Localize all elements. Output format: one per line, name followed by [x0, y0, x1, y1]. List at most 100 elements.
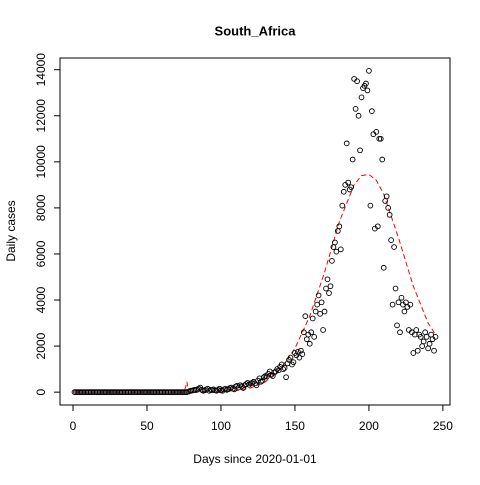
point	[363, 80, 369, 87]
point	[298, 347, 304, 354]
point	[343, 140, 350, 147]
point	[369, 108, 375, 115]
point	[413, 327, 420, 333]
point	[388, 237, 394, 243]
y-tick-label: 0	[34, 388, 48, 395]
point	[321, 308, 328, 315]
point	[336, 223, 343, 230]
point	[259, 377, 266, 384]
point	[423, 334, 430, 340]
point	[287, 354, 294, 361]
point	[366, 68, 372, 74]
point	[318, 299, 325, 306]
point	[314, 301, 320, 308]
point	[401, 308, 408, 315]
point	[327, 283, 334, 290]
point	[309, 315, 316, 322]
y-tick-label: 8000	[34, 194, 48, 221]
fit-line	[74, 173, 436, 393]
point	[392, 285, 399, 292]
point	[324, 276, 331, 283]
point	[417, 334, 424, 340]
point	[280, 366, 286, 372]
point	[348, 184, 355, 191]
point	[303, 336, 310, 343]
point	[332, 239, 338, 246]
point	[306, 340, 313, 347]
point	[382, 198, 389, 204]
point	[407, 301, 414, 308]
point	[249, 380, 255, 386]
point	[339, 202, 346, 209]
point	[308, 329, 315, 336]
point	[323, 285, 329, 292]
point	[358, 94, 365, 101]
y-tick-label: 12000	[34, 99, 48, 133]
point	[397, 329, 403, 336]
point	[422, 329, 428, 336]
point	[349, 156, 356, 163]
point	[386, 211, 393, 218]
point	[240, 385, 247, 391]
point	[352, 106, 359, 112]
point	[374, 223, 381, 230]
y-tick-label: 4000	[34, 286, 48, 313]
point	[302, 313, 309, 319]
point	[364, 87, 371, 94]
point	[238, 383, 245, 390]
y-tick-label: 10000	[34, 145, 48, 179]
point	[311, 334, 318, 340]
point	[246, 381, 252, 388]
chart-title: South_Africa	[215, 23, 297, 38]
point	[320, 327, 326, 333]
x-tick-label: 150	[285, 419, 305, 433]
point	[367, 202, 374, 209]
point	[389, 301, 396, 308]
point	[380, 264, 387, 271]
x-tick-label: 250	[433, 419, 453, 433]
point	[373, 129, 380, 135]
point	[261, 374, 267, 381]
point	[357, 147, 363, 154]
point	[410, 350, 417, 356]
point	[315, 292, 322, 299]
point	[395, 299, 402, 306]
point	[432, 334, 439, 340]
point	[317, 310, 323, 317]
point	[394, 322, 400, 329]
y-axis-label: Daily cases	[4, 200, 18, 261]
point	[271, 369, 278, 376]
point	[420, 338, 427, 345]
point	[426, 340, 433, 347]
point	[419, 343, 426, 349]
point	[379, 156, 386, 163]
x-tick-label: 200	[359, 419, 379, 433]
point	[295, 348, 301, 355]
point	[290, 359, 297, 366]
point	[195, 385, 202, 392]
y-tick-label: 6000	[34, 240, 48, 267]
point	[377, 135, 384, 142]
point	[345, 179, 352, 186]
point	[337, 246, 344, 253]
x-tick-label: 100	[211, 419, 231, 433]
point	[312, 308, 319, 315]
point	[258, 378, 264, 385]
point	[354, 78, 360, 85]
point	[414, 347, 421, 354]
point	[269, 373, 276, 379]
point	[398, 294, 405, 301]
y-tick-label: 2000	[34, 332, 48, 359]
point	[340, 188, 347, 195]
point	[326, 290, 332, 296]
point	[431, 347, 437, 354]
plot-box	[59, 57, 451, 406]
point	[281, 365, 288, 371]
x-tick-label: 0	[70, 419, 77, 433]
point	[329, 258, 335, 264]
point	[299, 351, 306, 357]
y-tick-label: 14000	[34, 53, 48, 87]
point	[385, 205, 392, 211]
